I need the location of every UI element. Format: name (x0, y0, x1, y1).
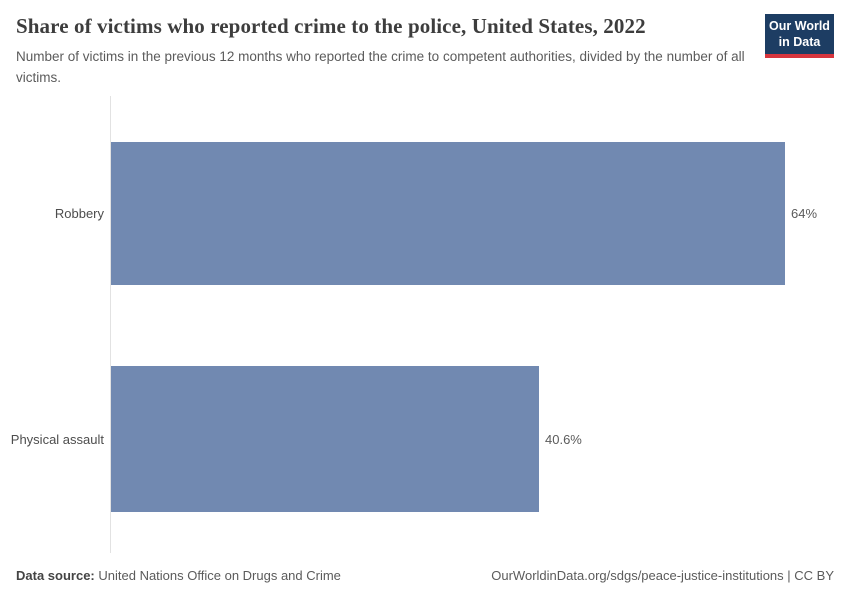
chart-titles: Share of victims who reported crime to t… (16, 14, 753, 89)
category-label-robbery: Robbery (54, 206, 104, 221)
y-axis-line (110, 96, 111, 553)
chart-header: Share of victims who reported crime to t… (0, 0, 850, 89)
owid-logo-line2: in Data (778, 34, 821, 49)
data-source-label: Data source: (16, 568, 95, 583)
owid-logo-line1: Our World (769, 19, 830, 33)
chart-title: Share of victims who reported crime to t… (16, 14, 646, 38)
bar-row-physical-assault: Physical assault 40.6% (0, 366, 850, 512)
value-label-physical-assault: 40.6% (545, 431, 582, 447)
chart-subtitle: Number of victims in the previous 12 mon… (16, 49, 745, 86)
value-label-robbery: 64% (791, 206, 818, 221)
bar-robbery[interactable] (111, 142, 785, 285)
chart-footer: Data source: United Nations Office on Dr… (16, 568, 834, 583)
owid-logo: Our World in Data (765, 14, 834, 59)
footer-url-license[interactable]: OurWorldinData.org/sdgs/peace-justice-in… (491, 568, 834, 583)
data-source: Data source: United Nations Office on Dr… (16, 568, 341, 583)
bar-physical-assault[interactable] (111, 366, 539, 512)
category-label-physical-assault: Physical assault (10, 431, 104, 447)
data-source-value: United Nations Office on Drugs and Crime (98, 568, 341, 583)
bar-row-robbery: Robbery 64% (0, 142, 850, 285)
